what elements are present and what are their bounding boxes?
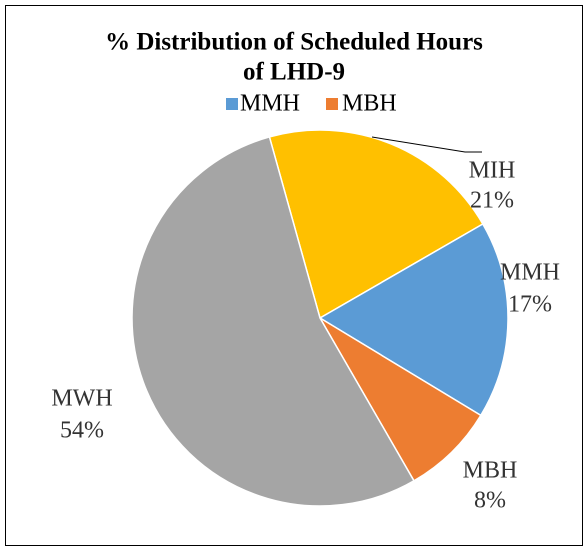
- data-label-name: MWH: [51, 386, 112, 412]
- data-label-value: 17%: [508, 292, 552, 318]
- data-label-name: MBH: [463, 458, 518, 484]
- legend-label: MBH: [342, 91, 397, 117]
- leader-line: [371, 136, 482, 153]
- data-label-name: MMH: [500, 260, 560, 286]
- legend-swatch: [226, 98, 238, 110]
- pie-slice: [131, 135, 416, 507]
- pie-slice: [268, 129, 484, 320]
- legend-label: MMH: [240, 91, 300, 117]
- chart-title: % Distribution of Scheduled Hours: [105, 29, 483, 56]
- legend-swatch: [326, 98, 338, 110]
- data-label-name: MIH: [469, 158, 516, 184]
- chart-title: of LHD-9: [243, 59, 345, 86]
- data-label-value: 21%: [470, 188, 514, 214]
- pie-slice: [319, 317, 482, 482]
- pie-slice: [318, 222, 509, 417]
- data-label-value: 54%: [60, 418, 104, 444]
- data-label-value: 8%: [474, 488, 506, 514]
